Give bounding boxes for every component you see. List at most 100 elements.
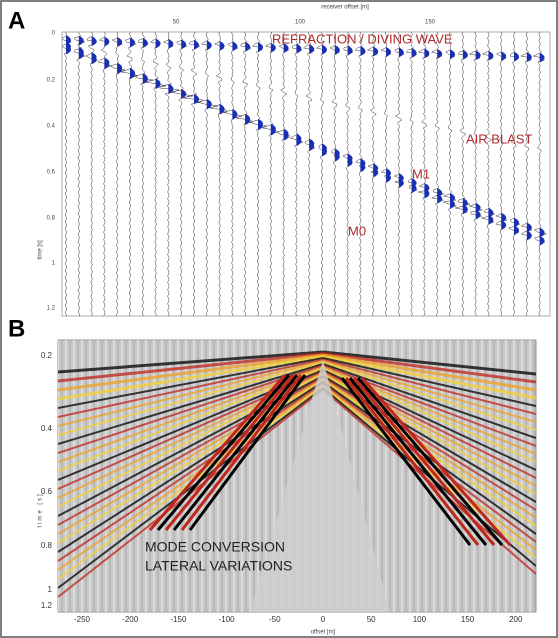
- y-tick-label: 0.4: [47, 124, 56, 130]
- trace: [495, 32, 508, 316]
- trace-lobe: [322, 44, 327, 55]
- event: [322, 375, 536, 503]
- trace-lobe: [360, 158, 366, 169]
- y-tick-label: 1.2: [41, 601, 53, 610]
- y-tick-label: 0.2: [41, 351, 53, 360]
- x-tick-label: 200: [509, 615, 523, 624]
- trace: [354, 32, 367, 316]
- event: [188, 374, 307, 531]
- y-tick-label: 0.4: [41, 424, 53, 433]
- trace-lobe: [232, 108, 238, 119]
- annotation: LATERAL VARIATIONS: [145, 558, 292, 574]
- y-tick-label: 0.6: [41, 487, 53, 496]
- trace: [520, 32, 533, 316]
- event: [322, 385, 536, 559]
- event: [322, 355, 536, 400]
- x-tick-label: -100: [219, 615, 236, 624]
- event: [148, 374, 287, 531]
- trace-lobe: [117, 37, 123, 48]
- trace-lobe: [488, 207, 494, 218]
- trace-lobe: [539, 235, 545, 246]
- y-tick-label: 1: [52, 261, 56, 267]
- trace-lobe: [283, 43, 289, 54]
- event: [322, 363, 536, 439]
- trace-lobe: [501, 212, 507, 223]
- trace: [235, 32, 253, 316]
- trace-lobe: [232, 41, 238, 52]
- event: [156, 374, 291, 531]
- trace-lobe: [411, 47, 417, 58]
- trace-lobe: [488, 50, 494, 61]
- event: [322, 350, 536, 376]
- annotation: M1: [412, 166, 430, 181]
- event: [58, 358, 324, 418]
- trace-lobe: [66, 44, 71, 55]
- trace: [261, 32, 280, 316]
- event: [58, 353, 324, 392]
- annotation: REFRACTION / DIVING WAVE: [272, 31, 453, 46]
- event: [58, 382, 324, 562]
- annotation: M0: [348, 223, 366, 238]
- annotation: MODE CONVERSION: [145, 539, 285, 555]
- trace-lobe: [462, 197, 468, 208]
- y-tick-label: 0.8: [41, 541, 53, 550]
- trace: [159, 32, 180, 316]
- axis-label: time [s]: [38, 492, 44, 527]
- trace-lobe: [194, 93, 199, 104]
- trace: [222, 32, 243, 316]
- trace: [169, 32, 193, 316]
- x-tick-label: 0: [321, 615, 326, 624]
- trace-lobe: [450, 49, 455, 60]
- event: [322, 358, 536, 415]
- trace-lobe: [117, 64, 123, 75]
- trace-lobe: [270, 123, 276, 134]
- trace: [62, 32, 72, 316]
- trace-lobe: [258, 42, 263, 53]
- y-tick-label: 1: [48, 585, 53, 594]
- trace-lobe: [245, 41, 251, 52]
- x-tick-label: 50: [367, 615, 376, 624]
- trace-lobe: [360, 46, 366, 57]
- event: [58, 355, 324, 401]
- trace-lobe: [462, 49, 468, 60]
- trace-lobe: [130, 69, 135, 80]
- trace-lobe: [437, 48, 443, 59]
- event: [164, 374, 295, 531]
- trace-lobe: [91, 54, 97, 65]
- trace-lobe: [424, 182, 430, 193]
- trace-lobe: [270, 42, 276, 53]
- trace: [442, 32, 458, 316]
- event: [58, 384, 324, 571]
- x-tick-label: 100: [295, 20, 306, 26]
- trace-lobe: [155, 79, 161, 90]
- event: [58, 379, 324, 544]
- trace-lobe: [104, 59, 110, 70]
- trace-lobe: [386, 46, 391, 57]
- trace-lobe: [539, 227, 545, 238]
- trace-lobe: [181, 89, 187, 100]
- event: [344, 377, 480, 546]
- trace-lobe: [373, 163, 379, 174]
- trace-lobe: [245, 113, 251, 124]
- trace-lobe: [219, 103, 225, 114]
- trace: [329, 32, 341, 316]
- trace: [196, 32, 218, 316]
- event: [322, 357, 536, 407]
- trace-lobe: [411, 178, 417, 189]
- x-tick-label: -50: [269, 615, 281, 624]
- trace-lobe: [475, 202, 481, 213]
- trace-lobe: [155, 38, 161, 49]
- trace-lobe: [322, 143, 327, 154]
- event: [360, 377, 512, 546]
- trace-lobe: [526, 222, 532, 233]
- event: [340, 377, 472, 546]
- event: [322, 352, 536, 384]
- trace-lobe: [194, 39, 199, 50]
- mute-zone: [250, 360, 390, 612]
- trace: [73, 32, 86, 316]
- panel-label: B: [8, 315, 25, 342]
- trace-lobe: [424, 48, 430, 59]
- trace-lobe: [526, 52, 532, 63]
- event: [180, 374, 303, 531]
